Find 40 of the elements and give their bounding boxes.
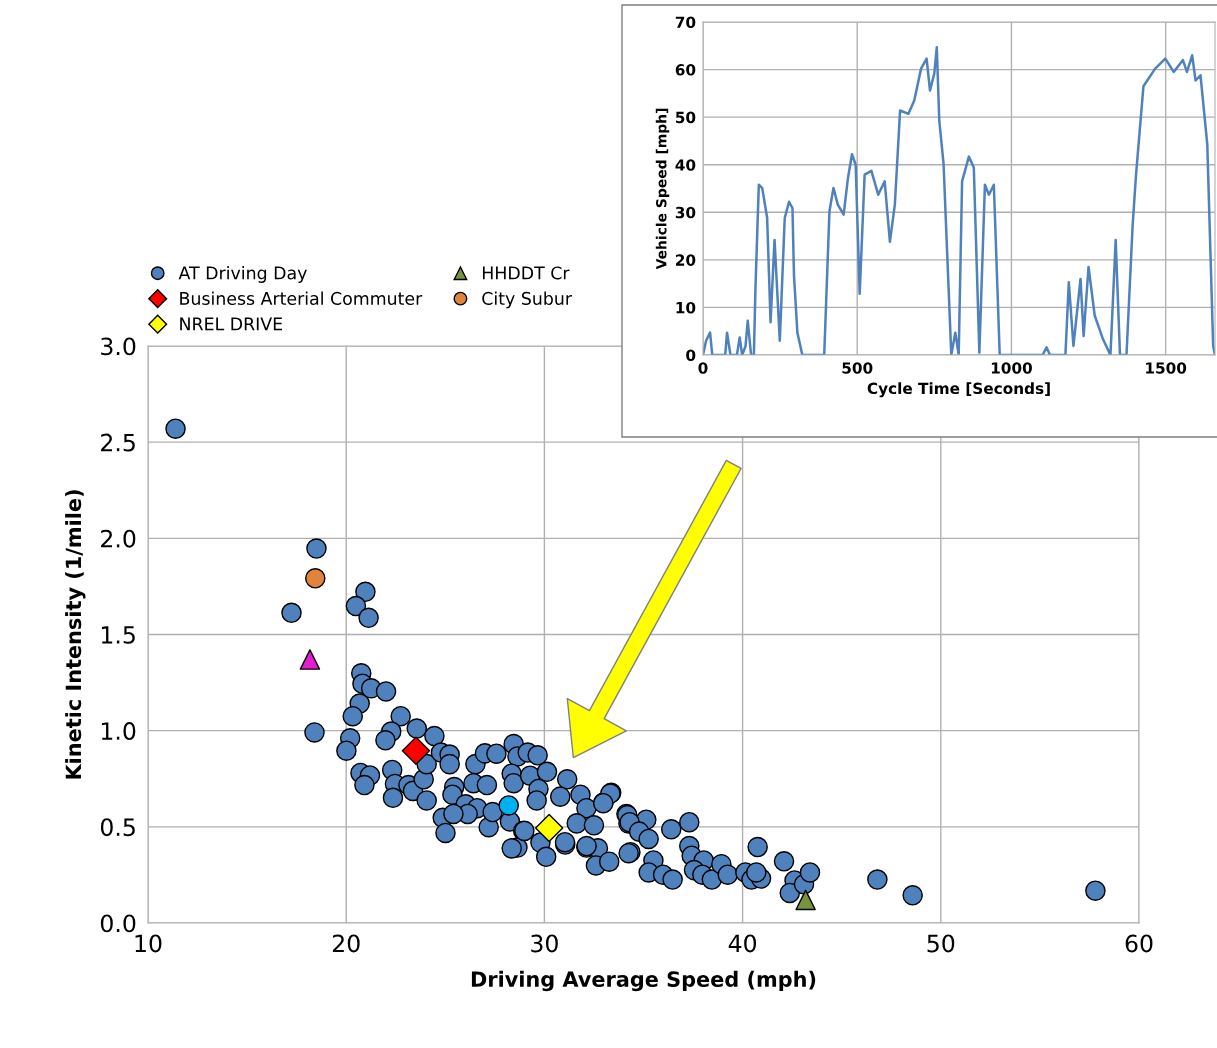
y-tick-label: 20 <box>676 254 696 266</box>
y-tick-label: 0.5 <box>100 818 135 837</box>
point <box>795 889 816 911</box>
x-axis-title: Driving Average Speed (mph) <box>471 970 816 992</box>
x-tick-label: 20 <box>332 934 360 953</box>
legend-label: AT Driving Day <box>178 266 307 283</box>
x-tick-label: 500 <box>842 362 873 374</box>
x-tick-label: 60 <box>1125 934 1153 953</box>
x-tick-label: 0 <box>698 362 708 374</box>
point <box>401 736 431 765</box>
y-tick-label: 0.0 <box>100 914 136 933</box>
y-tick-label: 1.5 <box>101 626 135 644</box>
y-axis-title: Kinetic Intensity (1/mile) <box>65 490 86 779</box>
point <box>299 649 321 670</box>
y-tick-label: 30 <box>675 206 696 219</box>
y-tick-label: 60 <box>675 64 696 76</box>
point <box>534 813 564 843</box>
x-tick-label: 10 <box>135 934 162 953</box>
y-tick-label: 2.0 <box>101 529 136 548</box>
y-tick-label: 70 <box>675 16 696 29</box>
y-tick-label: 40 <box>675 159 696 171</box>
x-tick-label: 1000 <box>991 362 1032 374</box>
y-tick-label: 3.0 <box>101 337 136 356</box>
y-tick-label: 2.5 <box>101 433 135 452</box>
x-tick-label: 1500 <box>1146 362 1187 374</box>
x-tick-label: 40 <box>728 934 757 953</box>
y-axis-title: Vehicle Speed [mph] <box>655 108 670 270</box>
y-tick-label: 10 <box>676 301 696 314</box>
x-axis-title: Cycle Time [Seconds] <box>867 382 1050 398</box>
legend-label: NREL DRIVE <box>180 317 283 331</box>
legend-label: City Subur <box>482 291 572 309</box>
point <box>305 568 326 589</box>
y-tick-label: 1.0 <box>101 722 136 740</box>
x-tick-label: 50 <box>927 934 955 953</box>
point <box>498 795 519 816</box>
y-tick-label: 0 <box>686 349 696 362</box>
y-tick-label: 50 <box>675 111 696 124</box>
legend-label: HHDDT Cr <box>482 266 570 280</box>
legend-label: Business Arterial Commuter <box>180 291 423 305</box>
x-tick-label: 30 <box>531 934 558 953</box>
